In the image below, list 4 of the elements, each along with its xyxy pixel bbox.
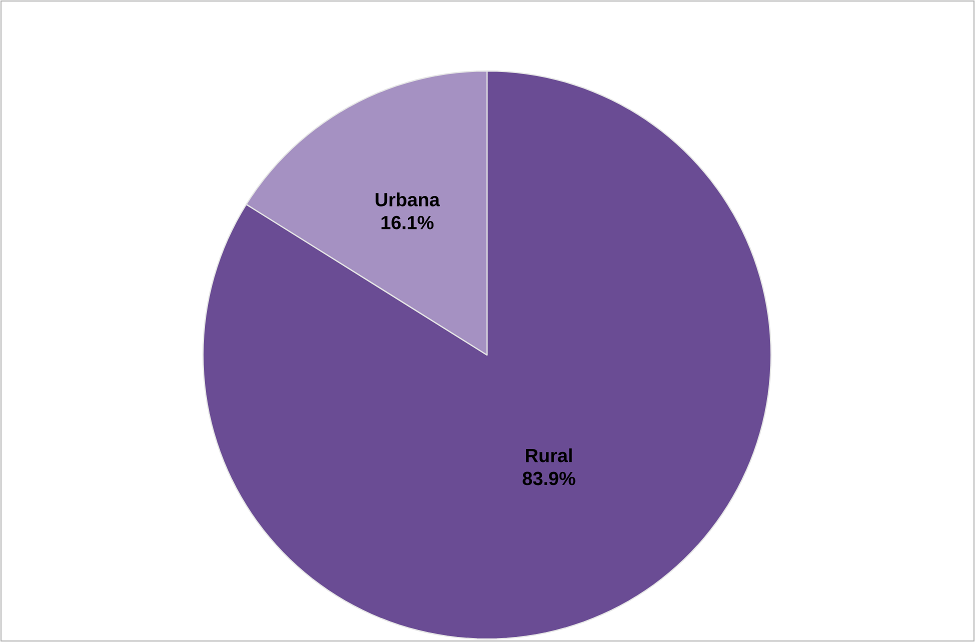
slice-label: Urbana bbox=[376, 192, 440, 206]
slice-label: Rural bbox=[526, 448, 572, 462]
data-label: 83.9% bbox=[522, 472, 576, 486]
data-label: 16.1% bbox=[382, 216, 434, 230]
